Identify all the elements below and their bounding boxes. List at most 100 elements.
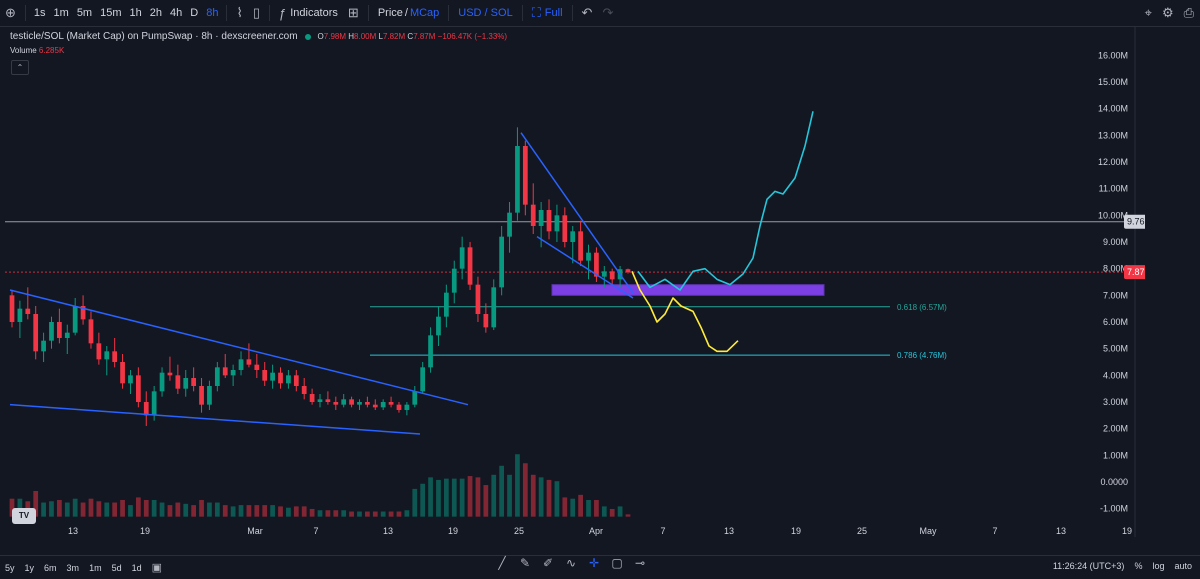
interval-8h[interactable]: 8h	[206, 7, 219, 19]
open-value: 7.98M	[323, 32, 346, 41]
trendline	[520, 132, 634, 294]
x-tick-label: 25	[514, 526, 524, 536]
range-1d[interactable]: 1d	[131, 562, 142, 573]
x-tick-label: 7	[313, 526, 318, 536]
interval-4h[interactable]: 4h	[170, 7, 183, 19]
crosshair-tool-icon[interactable]: ✛	[588, 556, 600, 570]
candle-body	[499, 236, 505, 288]
slash-separator: /	[404, 7, 408, 19]
volume-bar	[80, 502, 86, 517]
date-range-button[interactable]: ▣	[147, 561, 167, 574]
range-5d[interactable]: 5d	[111, 562, 122, 573]
candle-body	[104, 351, 110, 360]
volume-bar	[57, 499, 62, 517]
full-button[interactable]: ⛶ Full	[527, 0, 568, 26]
path-tool-icon[interactable]: ∿	[565, 556, 577, 570]
candles-button[interactable]: ▯	[248, 0, 265, 26]
y-tick-label: 10.00M	[1098, 210, 1128, 220]
range-6m[interactable]: 6m	[44, 562, 57, 573]
pen-tool-icon[interactable]: ✐	[542, 556, 554, 570]
candle-body	[183, 378, 189, 389]
candle-body	[64, 332, 70, 338]
interval-5m[interactable]: 5m	[76, 7, 93, 19]
range-3m[interactable]: 3m	[66, 562, 80, 573]
volume-bar	[191, 505, 197, 517]
interval-1m[interactable]: 1m	[53, 7, 69, 19]
volume-bar	[483, 485, 489, 517]
brush-tool-icon[interactable]: ✎	[519, 556, 531, 570]
divider	[24, 5, 26, 21]
candle-body	[175, 375, 181, 389]
divider	[521, 5, 523, 21]
interval-D[interactable]: D	[190, 7, 199, 19]
candle-body	[530, 204, 536, 226]
price-tag-label: 7.87M	[1127, 267, 1145, 277]
gear-icon[interactable]: ⚙	[1161, 5, 1174, 20]
layouts-button[interactable]: ⊞	[343, 0, 364, 26]
auto-toggle[interactable]: auto	[1174, 561, 1192, 571]
candle-body	[41, 340, 46, 352]
redo-button[interactable]: ↷	[597, 0, 618, 26]
volume-bar	[443, 478, 449, 517]
volume-bar	[459, 478, 465, 517]
percent-toggle[interactable]: %	[1134, 561, 1143, 571]
volume-bar	[159, 502, 165, 517]
x-tick-label: 7	[660, 526, 665, 536]
candle-body	[491, 287, 497, 328]
candles-icon: ▯	[252, 5, 260, 20]
interval-2h[interactable]: 2h	[149, 7, 162, 19]
chart-legend: testicle/SOL (Market Cap) on PumpSwap · …	[10, 31, 507, 42]
fx-icon: ƒ	[278, 5, 287, 21]
indicators-button[interactable]: ƒ Indicators	[274, 0, 343, 26]
x-tick-label: Mar	[247, 526, 263, 536]
volume-bar	[372, 511, 378, 517]
x-tick-label: 19	[791, 526, 801, 536]
volume-bar	[586, 499, 591, 517]
log-toggle[interactable]: log	[1152, 561, 1165, 571]
candle-body	[515, 146, 520, 213]
candle-body	[317, 399, 323, 402]
high-value: 8.00M	[354, 32, 377, 41]
interval-1s[interactable]: 1s	[33, 7, 46, 19]
candle-body	[609, 271, 615, 280]
candle-body	[309, 394, 315, 402]
volume-bar	[112, 502, 118, 517]
x-tick-label: 13	[724, 526, 734, 536]
candle-body	[301, 386, 307, 394]
interval-15m[interactable]: 15m	[100, 7, 122, 19]
candle-body	[625, 269, 631, 273]
projection-path	[637, 111, 814, 291]
replay-icon[interactable]: ⌖	[1144, 5, 1152, 20]
interval-1h[interactable]: 1h	[129, 7, 142, 19]
top-right-tools: ⌖ ⚙ ⎙	[1145, 0, 1194, 26]
volume-bar	[207, 502, 212, 517]
volume-bar	[570, 498, 576, 517]
rectangle-tool-icon[interactable]: ▢	[611, 556, 623, 570]
trendline-tool-icon[interactable]: ╱	[498, 556, 506, 570]
range-1m[interactable]: 1m	[89, 562, 102, 573]
chart-type-button[interactable]: ⌇	[231, 0, 247, 26]
camera-icon[interactable]: ⎙	[1183, 5, 1194, 20]
candle-body	[151, 391, 157, 416]
ohlc-values: O7.98M H8.00M L7.82M C7.87M −106.47K (−1…	[318, 32, 508, 41]
currency-toggle[interactable]: USD / SOL	[458, 7, 513, 19]
volume-bar	[357, 511, 362, 517]
y-tick-label: 6.00M	[1103, 317, 1128, 327]
volume-bar	[33, 491, 39, 517]
add-symbol-button[interactable]: ⊕	[0, 0, 21, 26]
candle-body	[112, 351, 118, 362]
y-tick-label: 16.00M	[1098, 50, 1128, 60]
horizontal-line-tool-icon[interactable]: ⊸	[634, 556, 646, 570]
price-chart[interactable]: 16.00M 15.00M 14.00M 13.00M 12.00M 11.00M 10.0…	[5, 27, 1145, 537]
price-toggle[interactable]: Price / MCap	[373, 0, 444, 26]
y-tick-label: 11.00M	[1099, 184, 1128, 194]
volume-bar	[475, 477, 481, 517]
candle-body	[143, 402, 149, 416]
collapse-legend-button[interactable]: ⌃	[11, 60, 29, 75]
undo-button[interactable]: ↶	[577, 0, 598, 26]
range-1y[interactable]: 1y	[24, 562, 35, 573]
line-chart-icon: ⌇	[236, 5, 243, 20]
candle-body	[254, 364, 260, 370]
range-5y[interactable]: 5y	[5, 562, 15, 573]
volume-bar	[515, 454, 520, 517]
